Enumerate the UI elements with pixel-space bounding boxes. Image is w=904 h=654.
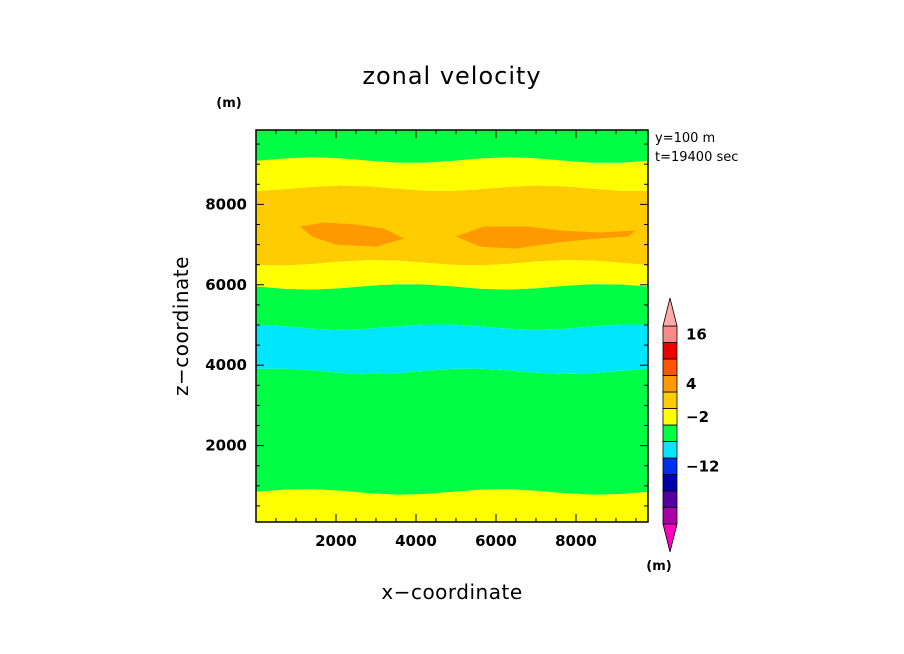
contour-band-2 bbox=[256, 368, 648, 495]
colorbar-box bbox=[662, 342, 678, 360]
x-tick-label: 8000 bbox=[555, 532, 597, 550]
plot-frame bbox=[255, 129, 649, 523]
colorbar-label: 16 bbox=[686, 325, 707, 343]
colorbar-box bbox=[662, 457, 678, 475]
colorbar-box bbox=[662, 408, 678, 426]
colorbar-box bbox=[662, 507, 678, 525]
contour-band-5 bbox=[256, 259, 648, 290]
contour-band-3 bbox=[256, 324, 648, 374]
x-tick-label: 6000 bbox=[475, 532, 517, 550]
colorbar-unit: (m) bbox=[646, 559, 671, 574]
colorbar-max-triangle bbox=[662, 297, 678, 327]
x-tick-label: 2000 bbox=[315, 532, 357, 550]
annotation-y-position: y=100 m bbox=[655, 131, 715, 146]
y-tick-label: 8000 bbox=[205, 195, 247, 213]
colorbar-box bbox=[662, 441, 678, 459]
chart-title: zonal velocity bbox=[362, 62, 541, 90]
contour-band-8 bbox=[256, 130, 648, 163]
y-axis-label: z−coordinate bbox=[169, 256, 193, 396]
colorbar-box bbox=[662, 424, 678, 442]
contour-patch-1 bbox=[300, 222, 404, 247]
plot-area bbox=[255, 129, 649, 523]
y-tick-label: 2000 bbox=[205, 437, 247, 455]
colorbar-box bbox=[662, 490, 678, 508]
contour-band-7 bbox=[256, 157, 648, 191]
colorbar-box bbox=[662, 358, 678, 376]
colorbar-box bbox=[662, 474, 678, 492]
colorbar-label: 4 bbox=[686, 375, 696, 393]
colorbar-box bbox=[662, 391, 678, 409]
y-axis-unit: (m) bbox=[216, 96, 241, 111]
colorbar-label: −2 bbox=[686, 408, 709, 426]
colorbar-box bbox=[662, 375, 678, 393]
x-tick-label: 4000 bbox=[395, 532, 437, 550]
colorbar: 16 4 −2 −12 bbox=[662, 297, 719, 553]
annotation-time: t=19400 sec bbox=[655, 150, 738, 165]
colorbar-label: −12 bbox=[686, 457, 719, 475]
x-axis-label: x−coordinate bbox=[381, 580, 522, 604]
contour-band-4 bbox=[256, 284, 648, 330]
y-tick-label: 6000 bbox=[205, 276, 247, 294]
colorbar-box bbox=[662, 325, 678, 343]
y-tick-label: 4000 bbox=[205, 356, 247, 374]
contour-patch-2 bbox=[456, 226, 636, 249]
colorbar-min-triangle bbox=[662, 523, 678, 553]
contour-band-1 bbox=[256, 489, 648, 522]
